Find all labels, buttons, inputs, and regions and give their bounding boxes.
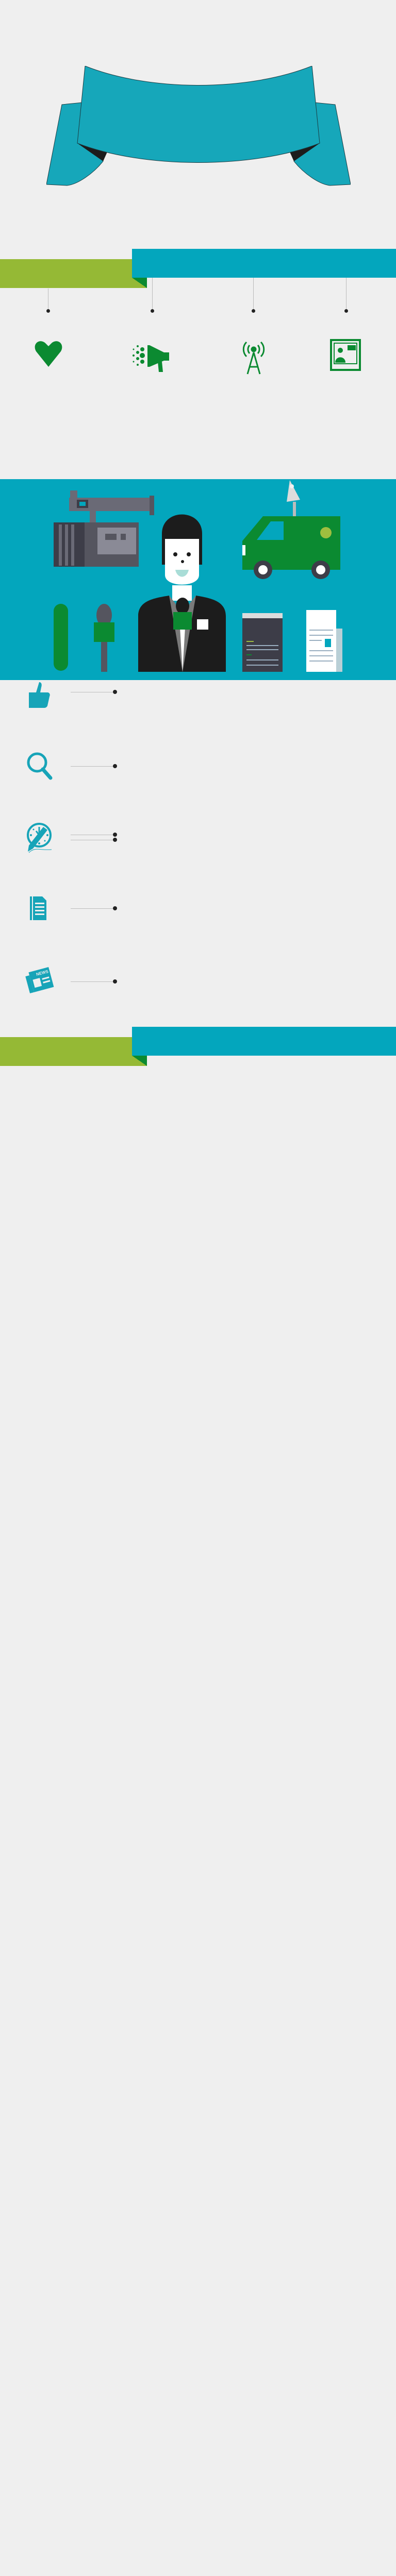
video-camera-icon <box>54 490 154 568</box>
news-badge-icon <box>54 604 68 671</box>
reporter-illustration <box>138 498 226 672</box>
blog-window-icon <box>242 613 283 672</box>
newspaper-icon: NEWS <box>25 965 54 994</box>
skill-item <box>0 734 396 795</box>
clock-icon <box>25 821 54 850</box>
document-icon <box>25 894 54 923</box>
broadcast-tower-icon <box>242 338 265 375</box>
megaphone-icon <box>132 338 174 373</box>
skill-item <box>0 879 396 941</box>
skill-item <box>0 805 396 867</box>
illustration-panel <box>0 479 396 680</box>
title-banner <box>46 65 351 190</box>
ribbon-divider <box>0 249 396 289</box>
ribbon-banner-icon <box>46 65 351 186</box>
microphone-icon <box>93 603 116 672</box>
skill-item: NEWS <box>0 952 396 1014</box>
newspaper-illustration <box>306 610 342 672</box>
thumbs-up-icon <box>25 680 54 709</box>
news-van-icon <box>242 479 340 582</box>
skill-item <box>0 659 396 721</box>
heart-icon <box>34 339 63 368</box>
magnifier-icon <box>25 751 54 780</box>
news-screen-icon <box>330 339 361 373</box>
ribbon-divider <box>0 1027 396 1067</box>
